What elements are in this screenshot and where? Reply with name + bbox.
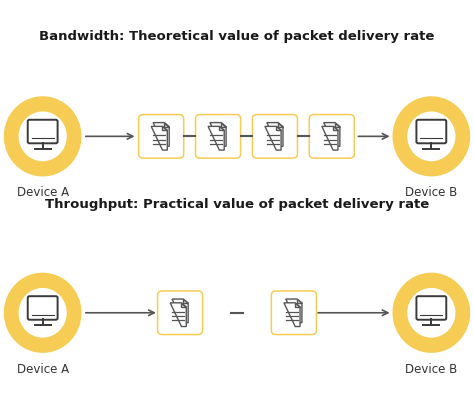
FancyBboxPatch shape: [252, 115, 298, 158]
Ellipse shape: [4, 273, 82, 353]
Polygon shape: [265, 126, 281, 150]
Ellipse shape: [392, 96, 470, 176]
Polygon shape: [322, 126, 338, 150]
Polygon shape: [333, 126, 338, 130]
Polygon shape: [164, 123, 169, 127]
Polygon shape: [182, 303, 186, 307]
Text: Device B: Device B: [405, 363, 457, 376]
Polygon shape: [295, 303, 300, 307]
Polygon shape: [163, 126, 167, 130]
FancyBboxPatch shape: [138, 115, 184, 158]
Polygon shape: [221, 123, 226, 127]
Polygon shape: [267, 123, 283, 146]
Text: Throughput: Practical value of packet delivery rate: Throughput: Practical value of packet de…: [45, 198, 429, 211]
Polygon shape: [172, 299, 188, 323]
FancyBboxPatch shape: [195, 115, 241, 158]
FancyBboxPatch shape: [417, 120, 447, 143]
Ellipse shape: [18, 288, 67, 338]
FancyBboxPatch shape: [27, 296, 58, 320]
Polygon shape: [219, 126, 224, 130]
Polygon shape: [284, 303, 300, 326]
Ellipse shape: [4, 96, 82, 176]
FancyBboxPatch shape: [309, 115, 354, 158]
Text: Bandwidth: Theoretical value of packet delivery rate: Bandwidth: Theoretical value of packet d…: [39, 30, 435, 43]
Polygon shape: [297, 299, 302, 303]
Text: Device A: Device A: [17, 363, 69, 376]
Polygon shape: [276, 126, 281, 130]
Polygon shape: [153, 123, 169, 146]
Polygon shape: [170, 303, 186, 326]
FancyBboxPatch shape: [417, 296, 447, 320]
Text: Device A: Device A: [17, 186, 69, 199]
Polygon shape: [210, 123, 226, 146]
Ellipse shape: [407, 111, 456, 161]
Polygon shape: [278, 123, 283, 127]
Polygon shape: [286, 299, 302, 323]
Ellipse shape: [18, 111, 67, 161]
FancyBboxPatch shape: [157, 291, 202, 334]
Polygon shape: [324, 123, 340, 146]
Ellipse shape: [407, 288, 456, 338]
FancyBboxPatch shape: [27, 120, 58, 143]
Text: Device B: Device B: [405, 186, 457, 199]
Polygon shape: [183, 299, 188, 303]
Polygon shape: [335, 123, 340, 127]
FancyBboxPatch shape: [271, 291, 316, 334]
Polygon shape: [151, 126, 167, 150]
Polygon shape: [208, 126, 224, 150]
Ellipse shape: [392, 273, 470, 353]
